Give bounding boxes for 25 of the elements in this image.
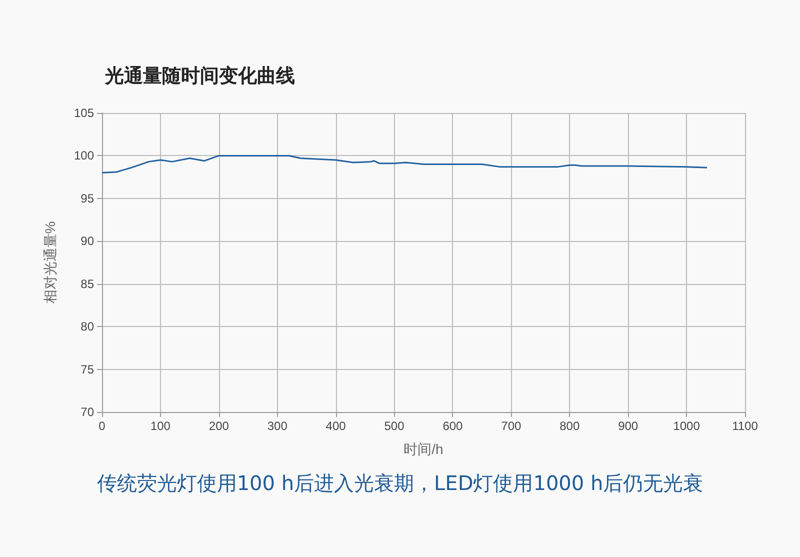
x-tick-label: 0	[98, 419, 106, 433]
x-tick-label: 1100	[732, 419, 758, 433]
x-tick-label: 700	[501, 419, 522, 433]
y-tick-label: 100	[74, 148, 94, 163]
y-tick-label: 105	[74, 106, 94, 120]
x-tick-label: 400	[326, 419, 346, 433]
x-tick-label: 900	[618, 419, 638, 433]
y-tick-label: 85	[80, 276, 94, 291]
y-tick-label: 95	[80, 191, 94, 206]
x-tick-label: 100	[150, 419, 171, 433]
chart-title: 光通量随时间变化曲线	[104, 65, 295, 87]
x-tick-label: 600	[442, 419, 464, 433]
x-tick-label: 300	[267, 419, 288, 433]
y-tick-label: 90	[80, 234, 94, 248]
y-tick-label: 70	[80, 405, 94, 419]
y-tick-label: 80	[80, 320, 94, 334]
x-tick-label: 200	[208, 419, 230, 433]
x-tick-label: 1000	[673, 419, 700, 433]
x-tick-label: 500	[384, 419, 405, 433]
text: 传统荧光灯使用100 h后进入光衰期，LED灯使用1000 h后仍无光衰	[96, 470, 704, 497]
line-series	[101, 154, 708, 174]
y-axis-title: 相对光通量%	[42, 221, 58, 304]
x-axis-title: 时间/h	[404, 441, 444, 457]
x-tick-label: 800	[560, 419, 580, 433]
y-tick-label: 75	[80, 362, 94, 376]
